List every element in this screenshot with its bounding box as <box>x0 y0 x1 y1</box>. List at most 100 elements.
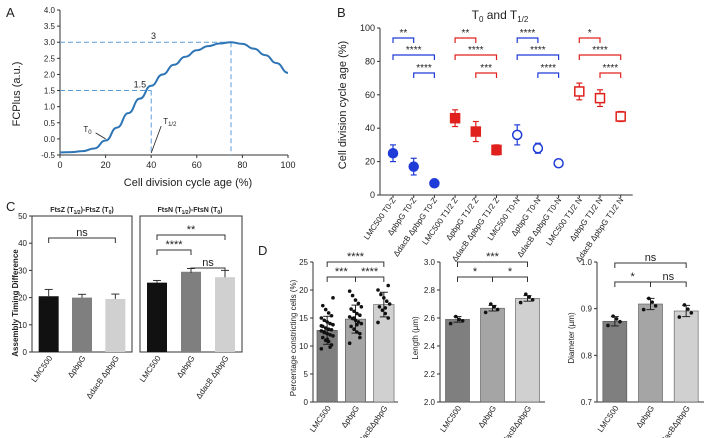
panel-b-marker <box>574 86 585 97</box>
panel-d3-y-tick-label: 0.9 <box>581 305 593 314</box>
panel-d1-data-point <box>347 341 352 346</box>
panel-b-significance-bracket <box>475 72 498 78</box>
panel-b-significance-bracket <box>599 72 622 78</box>
panel-b-significance-bracket <box>454 54 498 60</box>
panel-a-x-tick-label: 20 <box>101 160 111 170</box>
panel-b-y-tick-label: 100 <box>360 23 375 33</box>
panel-c-chart: Assembly Timing Difference FtsZ (T1/2)-F… <box>11 207 243 401</box>
panel-c-bar <box>105 298 126 352</box>
panel-d1-data-point <box>328 345 332 349</box>
panel-d3-data-point <box>611 314 615 318</box>
panel-c-significance-bracket <box>156 249 192 255</box>
panel-d1-data-point <box>325 331 329 336</box>
panel-d2-y-tick-label: 2.6 <box>424 314 436 323</box>
panel-c-category-label: ΔdacB ΔpbpG <box>85 354 121 401</box>
panel-d1-significance-bracket <box>355 276 385 282</box>
panel-c-y-tick-label: 30 <box>18 266 27 275</box>
panel-b-significance-bracket <box>413 72 435 78</box>
panel-b-significance-label: **** <box>540 63 556 74</box>
panel-c-significance-label: ns <box>76 227 88 239</box>
panel-b-significance-label: **** <box>520 28 536 39</box>
panel-b-significance-bracket <box>578 37 601 43</box>
panel-d1-data-point <box>326 311 331 315</box>
panel-c-y-tick-label: 20 <box>18 294 27 303</box>
panel-d3-category-label: LMC500 <box>596 404 621 434</box>
panel-d1-data-point <box>319 324 324 328</box>
panel-a-y-tick-label: 4.0 <box>44 6 56 15</box>
panel-d1-data-point <box>359 321 364 326</box>
panel-b-significance-label: **** <box>530 45 546 56</box>
panel-d3-significance-label: ns <box>663 271 675 283</box>
panel-c-bar <box>72 297 92 352</box>
panel-a-guide-label: 1.5 <box>134 80 147 90</box>
panel-d3-data-point <box>686 307 690 311</box>
panel-c-category-label: ΔpbpG <box>175 354 197 380</box>
panel-c-y-tick-label: 0 <box>23 348 28 357</box>
panel-d2-data-point <box>448 321 453 326</box>
panel-d3-data-point <box>677 315 682 319</box>
panel-d3-category-label: ΔpbpG <box>634 404 656 430</box>
panel-c-bar <box>147 282 167 352</box>
panel-b-significance-label: ** <box>462 28 470 39</box>
panel-b-marker <box>408 161 419 172</box>
panel-b-y-tick-label: 80 <box>365 56 375 66</box>
panel-d2-data-point <box>518 300 523 305</box>
panel-d1-data-point <box>376 320 380 325</box>
panel-b-y-tick-label: 60 <box>365 90 375 100</box>
panel-d1-data-point <box>319 316 324 320</box>
panel-d1-data-point <box>322 330 327 335</box>
panel-d3-chart: Diameter (µm) 0.7 0.8 0.9 1.0 LMC500 ΔpbpG Δda… <box>567 252 704 438</box>
panel-a-t12-pointer <box>150 125 162 154</box>
panel-b-marker <box>615 111 626 122</box>
panel-d2-category-label: ΔpbpG <box>476 404 498 430</box>
panel-d1-data-point <box>379 292 383 297</box>
panel-c-bar <box>215 277 235 352</box>
panel-d1-data-point <box>322 318 327 323</box>
panel-b-significance-label: **** <box>416 63 432 74</box>
panel-a-t0-sub: 0 <box>88 130 92 136</box>
panel-b-significance-label: * <box>588 28 592 39</box>
panel-d1-data-point <box>331 334 335 338</box>
panel-d1-chart: Percentage constricting cells (%) 0 5 10 15… <box>289 251 398 438</box>
panel-d2-significance-label: *** <box>486 251 500 263</box>
panel-d3-significance-bracket <box>650 281 687 287</box>
panel-d1-ylabel: Percentage constricting cells (%) <box>289 279 298 396</box>
panel-d2-data-point <box>488 302 493 306</box>
panel-d1-data-point <box>386 316 391 320</box>
panel-d1-data-point <box>329 327 334 332</box>
panel-d1-data-point <box>377 305 382 309</box>
panel-a-x-tick-label: 40 <box>146 160 156 170</box>
panel-a-t12-label: T1/2 <box>163 117 177 128</box>
panel-d3-y-tick-label: 0.8 <box>581 351 593 360</box>
panel-d3-data-point <box>614 317 619 321</box>
panel-d1-data-point <box>358 313 362 318</box>
panel-c-bar <box>181 271 201 352</box>
panel-d1-data-point <box>331 322 335 327</box>
panel-label-c: C <box>6 199 15 214</box>
panel-a-ylabel: FCPlus (a.u.) <box>11 62 23 127</box>
panel-a-xlabel: Cell division cycle age (%) <box>124 177 252 189</box>
panel-d3-data-point <box>641 307 646 312</box>
panel-d1-data-point <box>376 288 380 292</box>
panel-d1-data-point <box>356 320 361 324</box>
panel-b-marker <box>429 178 440 189</box>
panel-d2-data-point <box>530 298 535 302</box>
panel-d1-data-point <box>328 333 332 337</box>
panel-d1-data-point <box>383 311 388 316</box>
panel-d3-data-point <box>618 319 622 324</box>
panel-d2-significance-bracket <box>492 276 528 282</box>
panel-d1-data-point <box>349 307 353 311</box>
panel-b-marker <box>387 148 399 159</box>
panel-d1-data-point <box>380 308 385 312</box>
panel-c-significance-bracket <box>48 237 116 243</box>
panel-c-significance-label: ns <box>202 257 214 269</box>
panel-d1-y-tick-label: 0 <box>304 398 309 407</box>
panel-a-y-tick-label: 1.5 <box>44 87 56 96</box>
panel-d1-data-point <box>387 302 392 306</box>
panel-d1-data-point <box>352 316 356 320</box>
panel-d2-data-point <box>453 314 458 319</box>
panel-d3-y-tick-label: 0.7 <box>581 398 593 407</box>
panel-a-chart: Cell division cycle age (%) FCPlus (a.u.… <box>11 6 296 189</box>
panel-d3-bar <box>638 303 663 403</box>
panel-b-significance-bracket <box>516 54 560 60</box>
